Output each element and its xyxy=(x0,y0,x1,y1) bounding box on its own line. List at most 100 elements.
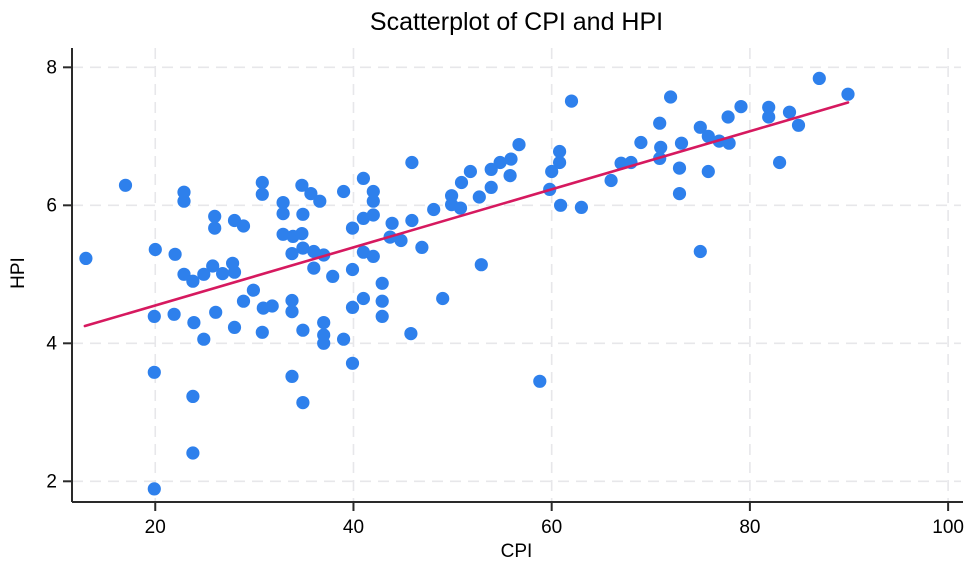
data-point xyxy=(216,267,230,281)
data-point xyxy=(604,173,618,188)
x-tick-label-100: 100 xyxy=(932,517,964,538)
data-point xyxy=(366,208,380,222)
data-point xyxy=(177,194,191,208)
data-point xyxy=(147,482,161,496)
data-point xyxy=(512,138,526,152)
data-point xyxy=(197,332,211,346)
data-point xyxy=(337,332,351,346)
data-point xyxy=(236,219,251,233)
data-point xyxy=(295,227,309,241)
x-tick-label-20: 20 xyxy=(145,517,166,538)
data-point xyxy=(356,245,370,259)
chart-title: Scatterplot of CPI and HPI xyxy=(369,8,664,36)
data-point xyxy=(405,155,419,170)
data-point xyxy=(326,269,340,283)
data-point xyxy=(177,267,191,281)
y-tick-label-8: 8 xyxy=(46,57,57,78)
data-point xyxy=(285,247,299,261)
data-point xyxy=(453,201,468,215)
data-point xyxy=(147,365,161,379)
y-tick-label-6: 6 xyxy=(46,195,57,216)
data-point xyxy=(484,180,498,194)
data-point xyxy=(337,184,351,199)
data-point xyxy=(296,241,310,255)
data-point xyxy=(209,305,223,319)
data-point xyxy=(118,178,133,192)
data-point xyxy=(375,309,389,323)
data-point xyxy=(634,135,648,150)
data-point xyxy=(553,144,567,159)
data-point xyxy=(366,184,380,199)
data-point xyxy=(317,336,331,350)
data-point xyxy=(296,396,310,410)
data-point xyxy=(276,227,290,241)
data-point xyxy=(255,325,269,339)
data-point xyxy=(454,175,469,190)
data-point xyxy=(276,207,290,221)
data-point xyxy=(672,187,687,201)
data-point xyxy=(472,190,486,204)
data-point xyxy=(307,261,321,275)
data-point xyxy=(693,244,707,259)
data-point xyxy=(227,265,242,279)
data-point xyxy=(533,374,547,388)
data-point xyxy=(493,155,507,170)
data-point xyxy=(734,100,748,114)
data-point xyxy=(553,155,567,170)
x-axis-label: CPI xyxy=(500,541,533,562)
data-point xyxy=(356,291,370,306)
data-point xyxy=(304,187,318,201)
data-point xyxy=(285,293,299,308)
y-axis-label: HPI xyxy=(8,257,29,289)
data-point xyxy=(265,299,279,313)
data-point xyxy=(206,259,220,273)
data-point xyxy=(722,136,736,150)
data-point xyxy=(255,175,269,190)
data-point xyxy=(356,211,370,225)
data-point xyxy=(404,327,418,341)
data-point xyxy=(295,178,309,192)
data-point xyxy=(654,140,668,154)
data-point xyxy=(762,110,776,124)
data-point xyxy=(693,120,707,134)
data-point xyxy=(614,156,628,170)
data-point xyxy=(285,305,299,319)
data-point xyxy=(168,247,182,261)
data-point xyxy=(484,162,498,176)
data-point xyxy=(208,209,222,223)
data-point xyxy=(503,169,517,183)
data-point xyxy=(186,446,200,460)
data-point xyxy=(345,221,360,235)
data-point xyxy=(345,356,360,370)
data-point xyxy=(782,105,797,119)
data-point xyxy=(564,94,579,108)
data-point xyxy=(148,242,162,257)
data-point xyxy=(405,213,419,228)
y-tick-label-2: 2 xyxy=(46,471,57,492)
data-point xyxy=(375,276,389,290)
data-point xyxy=(664,90,678,104)
data-point xyxy=(187,316,201,330)
data-point xyxy=(545,164,559,179)
data-point xyxy=(436,291,450,306)
data-point xyxy=(356,171,370,185)
data-point xyxy=(186,389,200,403)
data-point xyxy=(701,129,715,143)
y-tick-label-4: 4 xyxy=(46,333,57,354)
data-point xyxy=(246,283,260,297)
data-point xyxy=(366,249,380,263)
data-point xyxy=(394,233,408,248)
data-point xyxy=(375,294,389,308)
data-point xyxy=(415,240,429,254)
data-point xyxy=(317,316,331,330)
data-point xyxy=(812,71,826,85)
data-point xyxy=(791,118,806,132)
x-tick-label-80: 80 xyxy=(739,517,760,538)
data-point xyxy=(674,136,689,150)
data-point xyxy=(653,116,667,130)
data-point xyxy=(296,323,310,337)
data-point xyxy=(236,294,251,308)
data-point xyxy=(227,320,242,334)
